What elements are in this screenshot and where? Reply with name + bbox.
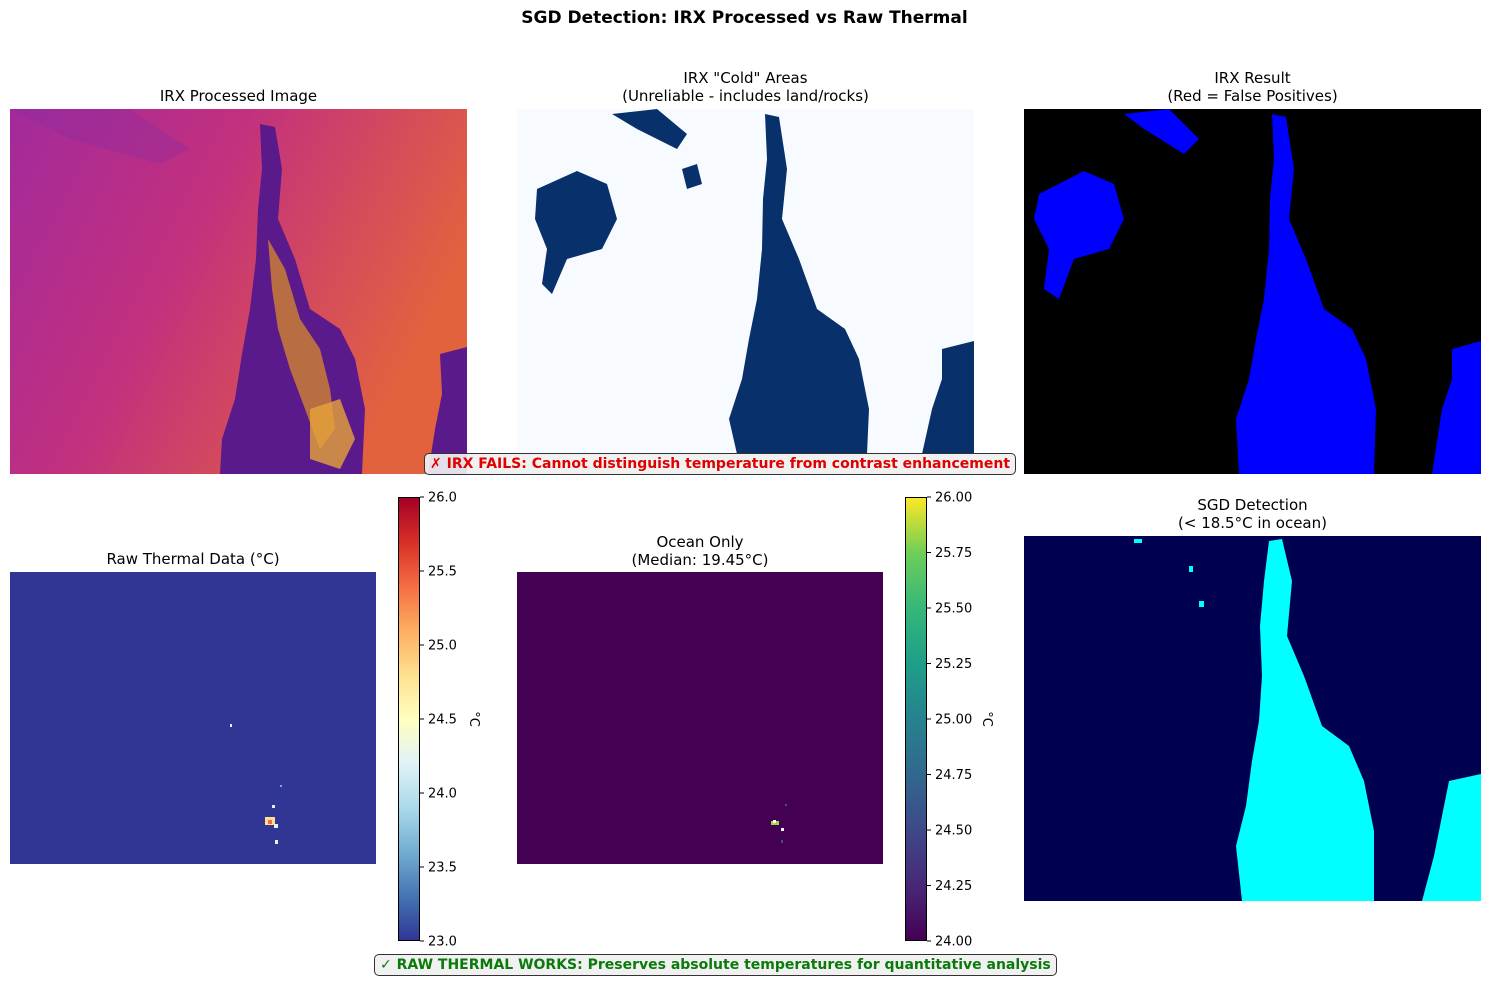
raw-thermal-colorbar-tick-label: 24.5 <box>428 713 457 728</box>
ocean-only-colorbar-tick-label: 24.25 <box>935 879 972 894</box>
raw-thermal-image <box>10 572 376 864</box>
ocean-only-colorbar-tick-label: 25.25 <box>935 657 972 672</box>
irx-processed-title: IRX Processed Image <box>10 87 467 105</box>
raw-thermal-colorbar-axis: 23.0 23.5 24.0 24.5 25.0 25.5 26.0 °C <box>420 490 490 950</box>
raw-thermal-works-banner: ✓ RAW THERMAL WORKS: Preserves absolute … <box>374 954 1057 976</box>
raw-thermal-colorbar-tick-label: 23.5 <box>428 861 457 876</box>
ocean-only-colorbar-tick-label: 24.75 <box>935 768 972 783</box>
raw-thermal-title: Raw Thermal Data (°C) <box>10 550 376 568</box>
ocean-only-colorbar-tick-label: 24.50 <box>935 824 972 839</box>
figure-title: SGD Detection: IRX Processed vs Raw Ther… <box>0 8 1489 28</box>
sgd-detection-title: SGD Detection (< 18.5°C in ocean) <box>1024 496 1481 532</box>
ocean-only-colorbar-axis: 24.00 24.25 24.50 24.75 25.00 25.25 25.50 25.75… <box>927 490 1007 950</box>
irx-cold-title: IRX "Cold" Areas (Unreliable - includes … <box>517 69 974 105</box>
irx-processed-image <box>10 109 467 474</box>
ocean-only-image <box>517 572 883 864</box>
ocean-only-colorbar-tick-label: 26.00 <box>935 491 972 506</box>
raw-thermal-colorbar-tick-label: 26.0 <box>428 491 457 506</box>
raw-thermal-colorbar-label: °C <box>466 711 481 727</box>
ocean-only-colorbar-tick-label: 25.75 <box>935 546 972 561</box>
irx-result-image <box>1024 109 1481 474</box>
raw-thermal-colorbar-tick-label: 24.0 <box>428 787 457 802</box>
ocean-only-colorbar-tick-label: 24.00 <box>935 935 972 950</box>
irx-fails-banner: ✗ IRX FAILS: Cannot distinguish temperat… <box>424 453 1016 475</box>
ocean-only-colorbar-label: °C <box>979 711 994 727</box>
ocean-only-title: Ocean Only (Median: 19.45°C) <box>517 533 883 569</box>
irx-result-title: IRX Result (Red = False Positives) <box>1024 69 1481 105</box>
raw-thermal-colorbar-tick-label: 23.0 <box>428 935 457 950</box>
raw-thermal-colorbar-tick-label: 25.5 <box>428 565 457 580</box>
ocean-only-colorbar-tick-label: 25.00 <box>935 713 972 728</box>
irx-cold-image <box>517 109 974 474</box>
ocean-only-colorbar-tick-label: 25.50 <box>935 602 972 617</box>
raw-thermal-colorbar-tick-label: 25.0 <box>428 639 457 654</box>
sgd-detection-image <box>1024 536 1481 901</box>
ocean-only-colorbar <box>905 497 927 941</box>
raw-thermal-colorbar <box>398 497 420 941</box>
